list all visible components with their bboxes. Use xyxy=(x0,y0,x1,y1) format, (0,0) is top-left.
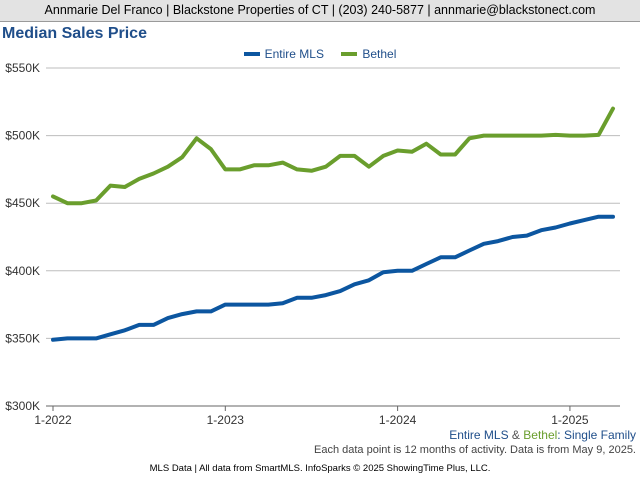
subtitle-amp: & xyxy=(508,428,524,442)
y-tick-label-4: $500K xyxy=(5,129,40,143)
x-tick-label-2: 1-2024 xyxy=(379,413,417,427)
subtitle-series-b: Bethel xyxy=(523,428,558,442)
y-tick-label-0: $300K xyxy=(5,399,40,413)
x-tick-label-3: 1-2025 xyxy=(551,413,589,427)
data-note: Each data point is 12 months of activity… xyxy=(313,444,636,456)
series-line-bethel xyxy=(51,106,615,206)
y-tick-label-3: $450K xyxy=(5,196,40,210)
chart-subtitle: Entire MLS & Bethel: Single Family xyxy=(449,428,636,442)
x-tick-label-0: 1-2022 xyxy=(34,413,72,427)
chart-legend: Entire MLS Bethel xyxy=(0,45,640,61)
subtitle-series-a: Entire MLS xyxy=(449,428,509,442)
y-tick-label-2: $400K xyxy=(5,264,40,278)
chart-title: Median Sales Price xyxy=(2,25,147,42)
legend-label-bethel: Bethel xyxy=(362,47,397,61)
legend-item-bethel[interactable]: Bethel xyxy=(341,47,396,61)
legend-item-entire-mls[interactable]: Entire MLS xyxy=(243,47,324,61)
legend-label-entire-mls: Entire MLS xyxy=(264,47,324,61)
legend-swatch-bethel xyxy=(341,52,358,56)
footer-credit: MLS Data | All data from SmartMLS. InfoS… xyxy=(149,463,491,474)
series-line-entire-mls xyxy=(51,214,615,342)
y-tick-label-1: $350K xyxy=(5,331,40,345)
contact-text: Annmarie Del Franco | Blackstone Propert… xyxy=(44,3,596,17)
y-tick-label-5: $550K xyxy=(5,61,40,75)
subtitle-suffix: : Single Family xyxy=(557,428,636,442)
x-tick-label-1: 1-2023 xyxy=(207,413,245,427)
contact-header: Annmarie Del Franco | Blackstone Propert… xyxy=(0,0,640,22)
legend-swatch-entire-mls xyxy=(243,52,260,56)
